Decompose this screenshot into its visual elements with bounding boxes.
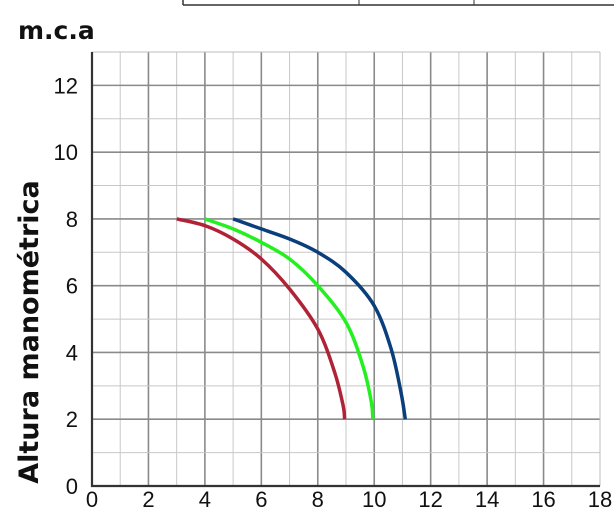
- series-line-2: [204, 217, 375, 420]
- x-tick-label: 6: [255, 487, 267, 512]
- y-tick-label: 8: [66, 207, 78, 232]
- legend-table-remnant: [182, 0, 614, 6]
- y-tick-label: 6: [66, 274, 78, 299]
- x-tick-label: 8: [312, 487, 324, 512]
- series-line-3: [232, 217, 408, 420]
- axes: [90, 52, 600, 488]
- x-tick-label: 16: [531, 487, 555, 512]
- y-axis-label: Altura manométrica: [14, 180, 45, 484]
- y-tick-label: 0: [66, 474, 78, 499]
- x-tick-label: 2: [142, 487, 154, 512]
- tick-labels: 0 2 4 6 8 10 12 14 16 18 0 2 4 6 8 10 12: [54, 73, 613, 512]
- series-group: [176, 217, 408, 420]
- x-tick-label: 12: [418, 487, 442, 512]
- y-tick-label: 4: [66, 340, 78, 365]
- x-tick-label: 10: [362, 487, 386, 512]
- x-tick-label: 4: [199, 487, 211, 512]
- y-tick-label: 10: [54, 140, 78, 165]
- x-tick-label: 14: [475, 487, 499, 512]
- x-tick-label: 0: [86, 487, 98, 512]
- y-tick-label: 12: [54, 73, 78, 98]
- y-tick-label: 2: [66, 407, 78, 432]
- series-line-1: [176, 217, 347, 420]
- grid: [92, 51, 601, 486]
- x-tick-label: 18: [588, 487, 612, 512]
- unit-label: m.c.a: [18, 16, 95, 45]
